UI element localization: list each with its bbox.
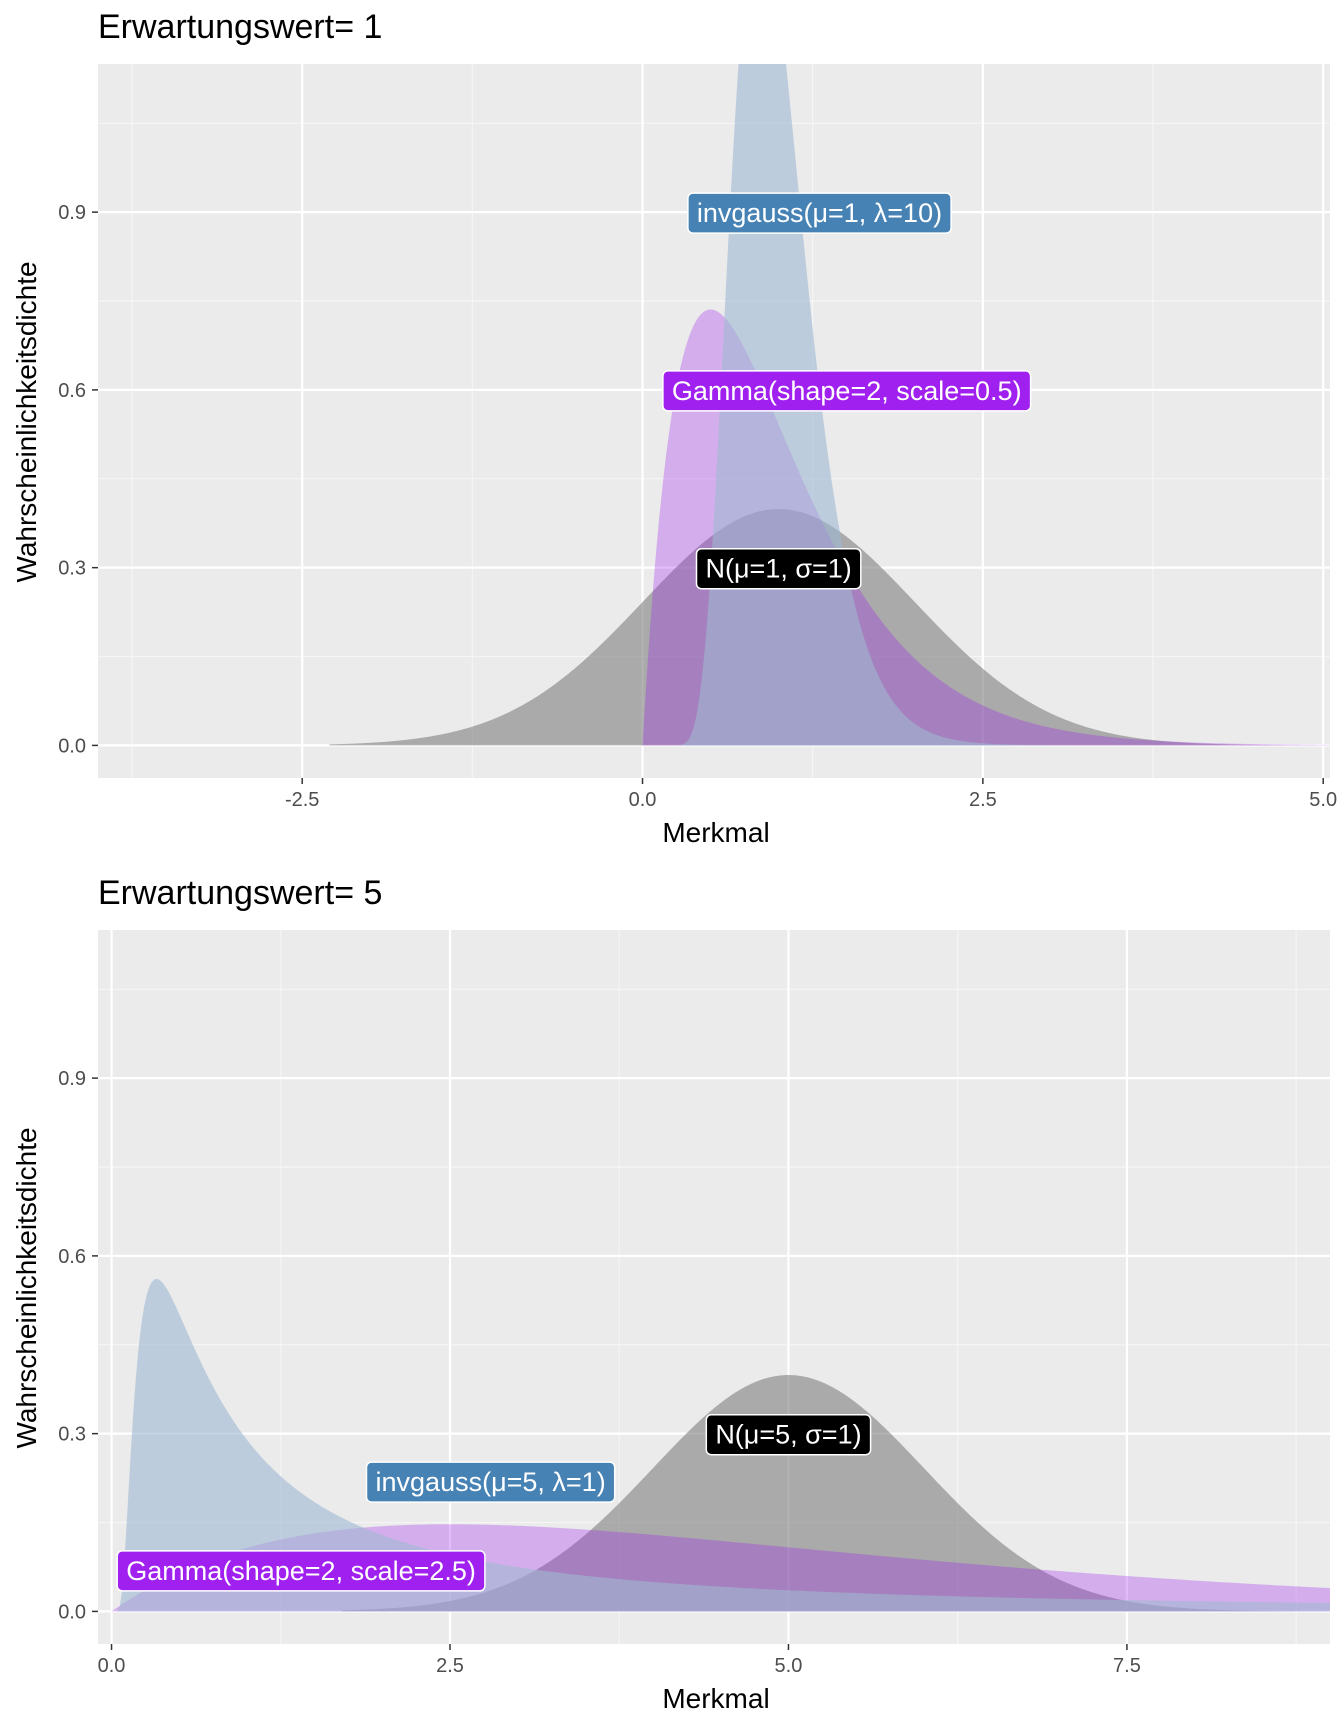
x-tick-label: 2.5: [969, 789, 997, 811]
chart-title: Erwartungswert= 5: [98, 874, 382, 912]
gamma-label-box: [662, 370, 1032, 412]
invgauss-label-text: invgauss(μ=1, λ=10): [697, 198, 942, 228]
y-axis-title: Wahrscheinlichkeitsdichte: [11, 261, 42, 582]
y-tick-label: 0.3: [58, 1424, 86, 1446]
x-tick-label: 7.5: [1113, 1655, 1141, 1677]
normal-label-text: N(μ=1, σ=1): [706, 554, 852, 584]
y-tick-label: 0.6: [58, 1246, 86, 1268]
invgauss-label-box: [687, 192, 952, 234]
invgauss-label: invgauss(μ=5, λ=1): [365, 1461, 616, 1503]
normal-label-box: [695, 547, 862, 590]
gamma-label: Gamma(shape=2, scale=2.5): [116, 1550, 486, 1592]
x-axis-title: Merkmal: [662, 817, 769, 848]
y-tick-label: 0.3: [58, 558, 86, 580]
gamma-label-box: [116, 1550, 486, 1592]
y-tick-label: 0.9: [58, 202, 86, 224]
x-tick-label: 2.5: [436, 1655, 464, 1677]
gamma-label-text: Gamma(shape=2, scale=2.5): [126, 1556, 476, 1586]
y-axis-title: Wahrscheinlichkeitsdichte: [11, 1127, 42, 1448]
normal-label: N(μ=1, σ=1): [695, 547, 862, 590]
x-tick-label: 5.0: [775, 1655, 803, 1677]
density-chart-mean-1: Erwartungswert= 1 Merkmal Wahrscheinlich…: [11, 8, 1337, 848]
invgauss-label: invgauss(μ=1, λ=10): [687, 192, 952, 234]
x-tick-label: 5.0: [1309, 789, 1337, 811]
chart-title: Erwartungswert= 1: [98, 8, 382, 46]
x-axis-title: Merkmal: [662, 1683, 769, 1714]
normal-label: N(μ=5, σ=1): [705, 1413, 872, 1456]
gamma-label-text: Gamma(shape=2, scale=0.5): [672, 376, 1022, 406]
y-tick-label: 0.6: [58, 380, 86, 402]
plot-area: 0.0 2.5 5.0 7.5 0.0 0.3 0.6 0.9 N(μ=5, σ=1) Gamma…: [58, 930, 1330, 1677]
normal-label-box: [705, 1413, 872, 1456]
gamma-label: Gamma(shape=2, scale=0.5): [662, 370, 1032, 412]
x-tick-label: 0.0: [629, 789, 657, 811]
y-tick-label: 0.9: [58, 1068, 86, 1090]
invgauss-label-text: invgauss(μ=5, λ=1): [376, 1467, 606, 1497]
normal-density-area: [341, 1375, 1330, 1612]
y-tick-label: 0.0: [58, 1601, 86, 1623]
x-tick-label: -2.5: [285, 789, 319, 811]
x-tick-label: 0.0: [98, 1655, 126, 1677]
invgauss-label-box: [365, 1461, 616, 1503]
y-tick-label: 0.0: [58, 735, 86, 757]
density-chart-mean-5: Erwartungswert= 5 Merkmal Wahrscheinlich…: [11, 874, 1330, 1714]
plot-area: -2.5 0.0 2.5 5.0 0.0 0.3 0.6 0.9 N(μ=1, σ=1) Gamm…: [58, 64, 1337, 811]
normal-label-text: N(μ=5, σ=1): [715, 1420, 861, 1450]
